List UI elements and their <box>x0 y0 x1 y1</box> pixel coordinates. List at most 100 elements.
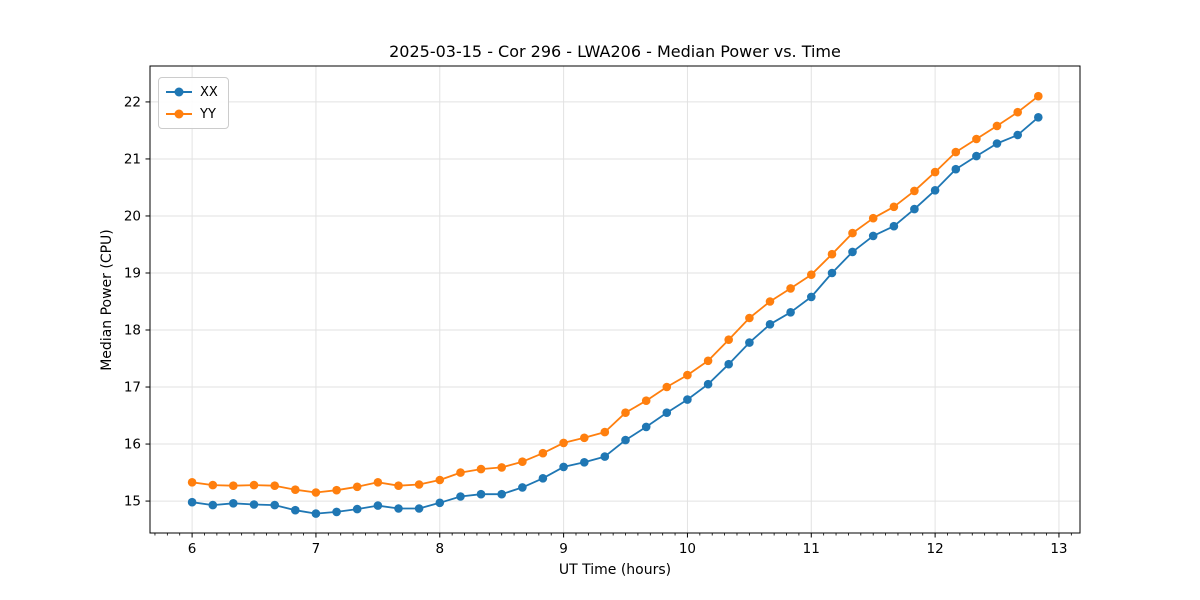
data-point-yy <box>745 313 754 323</box>
data-point-xx <box>187 497 197 507</box>
data-point-xx <box>1034 113 1043 122</box>
data-point-yy <box>394 481 403 491</box>
data-point-xx <box>208 500 218 510</box>
data-point-xx <box>641 422 651 432</box>
data-point-xx <box>786 308 795 317</box>
data-point-xx <box>765 320 775 329</box>
data-point-yy <box>229 481 238 491</box>
data-point-yy <box>352 482 362 492</box>
data-point-yy <box>435 475 445 485</box>
data-point-yy <box>476 464 486 474</box>
data-point-yy <box>538 448 548 458</box>
data-point-yy <box>930 167 940 177</box>
data-point-yy <box>807 270 816 280</box>
data-point-yy <box>848 228 857 238</box>
data-point-yy <box>580 433 589 443</box>
data-point-yy <box>703 356 713 366</box>
data-point-xx <box>414 504 424 513</box>
data-point-xx <box>394 504 403 513</box>
x-axis-label: UT Time (hours) <box>558 562 672 578</box>
data-point-yy <box>621 408 630 418</box>
data-point-yy <box>270 481 280 491</box>
data-point-yy <box>765 297 775 306</box>
data-point-xx <box>868 231 878 241</box>
data-point-yy <box>414 480 424 489</box>
y-axis-label: Median Power (CPU) <box>99 229 115 371</box>
series-line-yy <box>191 95 1039 494</box>
data-point-xx <box>600 452 610 461</box>
data-point-yy <box>868 213 878 223</box>
data-point-yy <box>456 468 465 477</box>
data-point-xx <box>580 458 589 467</box>
data-point-yy <box>291 485 300 495</box>
plot-border <box>149 65 1081 534</box>
data-point-yy <box>187 478 197 487</box>
data-point-xx <box>807 292 816 302</box>
data-point-xx <box>559 462 568 472</box>
data-point-xx <box>745 338 754 347</box>
data-point-xx <box>435 498 445 508</box>
yy-line-marker-icon <box>166 109 192 119</box>
data-point-yy <box>249 480 259 490</box>
data-point-xx <box>703 379 713 389</box>
legend-label-yy: YY <box>200 106 216 122</box>
x-tick-label: 12 <box>927 541 944 557</box>
data-point-xx <box>910 204 919 214</box>
data-point-xx <box>1013 130 1022 140</box>
y-tick-label: 19 <box>124 265 141 281</box>
legend-label-xx: XX <box>200 84 218 100</box>
x-tick-label: 7 <box>312 541 321 557</box>
data-point-xx <box>497 489 507 499</box>
y-tick-label: 21 <box>124 151 141 167</box>
x-tick-label: 6 <box>188 541 197 557</box>
data-point-xx <box>270 500 280 510</box>
data-point-yy <box>827 249 837 259</box>
legend-item-yy: YY <box>166 105 218 123</box>
data-point-yy <box>992 121 1002 131</box>
data-point-yy <box>208 480 218 490</box>
data-point-xx <box>476 489 486 499</box>
data-point-xx <box>972 151 981 161</box>
legend: XX YY <box>158 77 229 129</box>
xx-line-marker-icon <box>166 87 192 97</box>
data-point-yy <box>641 396 651 406</box>
x-tick-label: 13 <box>1050 541 1067 557</box>
x-tick-label: 8 <box>435 541 444 557</box>
y-tick-label: 22 <box>124 94 141 110</box>
data-point-xx <box>518 483 527 492</box>
data-point-xx <box>848 247 857 257</box>
series-line-xx <box>191 116 1039 515</box>
data-point-yy <box>1013 107 1022 117</box>
data-point-xx <box>724 359 733 369</box>
data-point-xx <box>291 505 300 515</box>
data-point-xx <box>229 499 238 508</box>
data-point-yy <box>786 284 795 293</box>
data-point-xx <box>992 139 1002 148</box>
data-point-xx <box>683 395 692 404</box>
data-point-yy <box>311 488 321 497</box>
y-tick-label: 16 <box>124 437 141 453</box>
x-tick-label: 11 <box>803 541 820 557</box>
data-point-xx <box>889 221 899 231</box>
data-point-yy <box>972 134 981 144</box>
data-point-yy <box>889 202 899 212</box>
data-point-xx <box>621 435 630 445</box>
data-point-yy <box>724 335 733 345</box>
data-point-yy <box>910 186 919 196</box>
data-point-xx <box>352 504 362 514</box>
y-tick-label: 17 <box>124 380 141 396</box>
data-point-yy <box>559 438 568 448</box>
data-point-xx <box>249 500 259 509</box>
data-point-xx <box>951 164 961 174</box>
data-point-yy <box>951 147 961 157</box>
x-tick-label: 9 <box>559 541 568 557</box>
data-point-yy <box>683 370 692 380</box>
chart-title: 2025-03-15 - Cor 296 - LWA206 - Median P… <box>389 42 841 61</box>
data-point-xx <box>827 268 837 278</box>
data-point-yy <box>332 485 341 495</box>
data-point-yy <box>518 457 527 467</box>
legend-item-xx: XX <box>166 83 218 101</box>
y-tick-label: 15 <box>124 494 141 510</box>
